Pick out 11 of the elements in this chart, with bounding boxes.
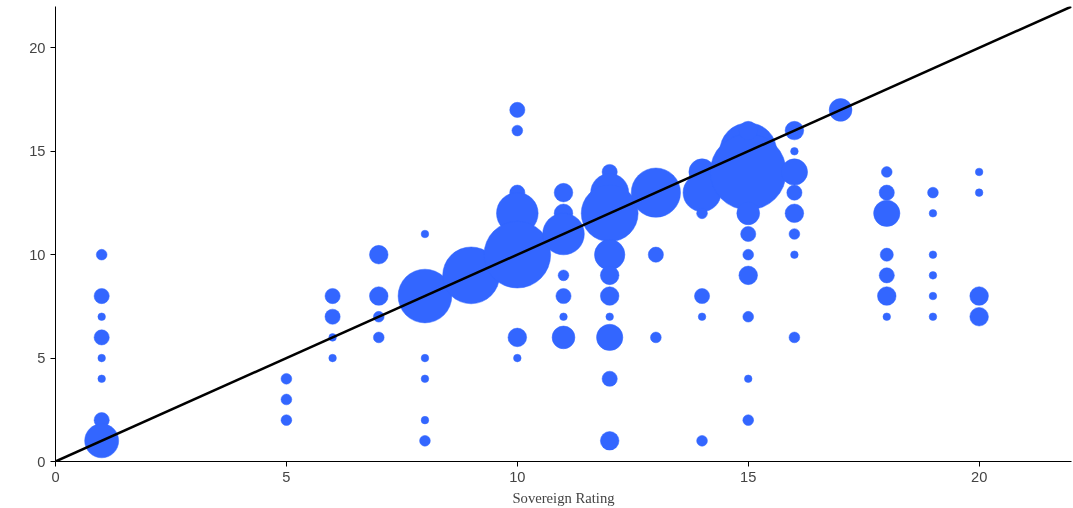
y-tick-label: 15 bbox=[29, 143, 46, 160]
y-tick-label: 20 bbox=[29, 39, 46, 56]
x-tick-label: 5 bbox=[282, 468, 291, 485]
y-tick-label: 10 bbox=[29, 246, 46, 263]
x-axis-title: Sovereign Rating bbox=[512, 489, 616, 506]
x-tick-label: 15 bbox=[740, 468, 757, 485]
x-tick-label: 20 bbox=[970, 468, 988, 485]
y-tick-label: 5 bbox=[37, 350, 46, 367]
y-tick-label: 0 bbox=[37, 453, 46, 470]
x-tick-label: 10 bbox=[509, 468, 526, 485]
x-tick-label: 0 bbox=[51, 468, 60, 485]
